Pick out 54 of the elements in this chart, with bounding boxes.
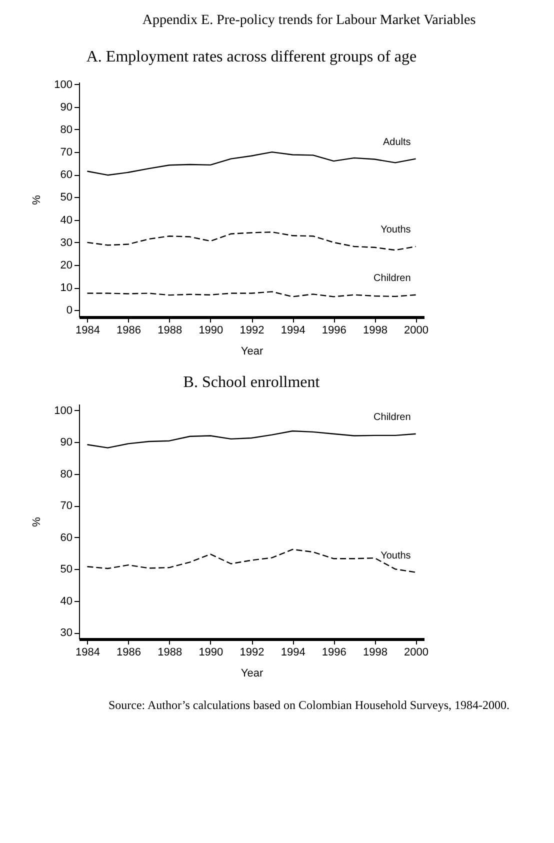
x-axis-title: Year (240, 668, 264, 680)
y-tick-label: 90 (60, 101, 72, 114)
series-label: Children (374, 412, 411, 423)
x-axis-title: Year (240, 346, 264, 358)
x-tick-label: 1998 (362, 646, 388, 658)
x-tick-label: 1984 (75, 646, 100, 658)
y-tick-label: 40 (60, 214, 72, 226)
x-tick-label: 1988 (158, 324, 182, 336)
line-series (86, 231, 416, 251)
y-tick-label: 0 (66, 304, 72, 317)
series-label: Youths (380, 224, 411, 236)
x-tick-label: 1988 (158, 646, 182, 658)
y-tick-label: 100 (54, 404, 72, 417)
line-series (86, 151, 416, 176)
y-tick-label: 90 (60, 436, 72, 449)
y-tick-label: 10 (60, 282, 72, 294)
x-tick-label: 1986 (116, 324, 142, 336)
y-tick-label: 60 (60, 532, 72, 544)
y-tick-label: 20 (60, 260, 72, 272)
chart-title: B. School enrollment (183, 374, 320, 391)
x-tick-label: 1992 (240, 324, 264, 336)
y-tick-label: 30 (60, 627, 72, 640)
x-tick-label: 1994 (280, 646, 306, 658)
y-tick-label: 80 (60, 468, 72, 480)
line-series (86, 548, 416, 573)
y-tick-label: 30 (60, 236, 72, 249)
series-label: Youths (380, 550, 411, 562)
x-tick-label: 1998 (362, 324, 388, 336)
series-label: Adults (382, 136, 411, 148)
y-tick-label: 50 (60, 192, 72, 204)
line-series (86, 430, 416, 448)
source-note: Source: Author’s calculations based on Colombian Household Surveys, 1984-2000. (108, 698, 510, 712)
x-tick-label: 1984 (75, 324, 100, 336)
x-tick-label: 1990 (198, 324, 224, 336)
x-tick-label: 1996 (322, 324, 346, 336)
x-tick-label: 1996 (322, 646, 346, 658)
y-axis-title: % (31, 516, 44, 527)
text: Appendix E. Pre-policy trends for Labour Market Variables (142, 13, 476, 28)
x-tick-label: 1990 (198, 646, 224, 658)
y-tick-label: 40 (60, 595, 72, 608)
y-axis-title: % (31, 194, 44, 205)
y-tick-label: 80 (60, 124, 72, 136)
x-tick-label: 1986 (116, 646, 142, 658)
y-tick-label: 70 (60, 146, 72, 159)
x-tick-label: 2000 (404, 646, 429, 658)
series-label: Children (374, 272, 411, 284)
y-tick-label: 50 (60, 564, 72, 576)
x-tick-label: 1994 (280, 324, 306, 336)
x-tick-label: 2000 (404, 324, 429, 336)
y-tick-label: 100 (54, 78, 72, 91)
chart-title: A. Employment rates across different groups of age (86, 48, 417, 66)
y-tick-label: 70 (60, 500, 72, 512)
x-tick-label: 1992 (240, 646, 264, 658)
y-tick-label: 60 (60, 169, 72, 182)
